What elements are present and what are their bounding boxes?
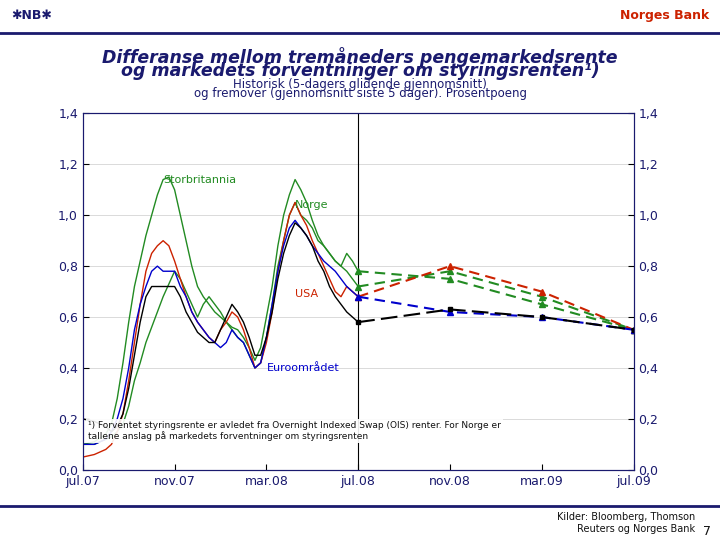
Text: ✱NB✱: ✱NB✱ (11, 9, 52, 22)
Text: Differanse mellom tremåneders pengemarkedsrente: Differanse mellom tremåneders pengemarke… (102, 46, 618, 67)
Text: Euroområdet: Euroområdet (266, 363, 339, 373)
Text: Norge: Norge (295, 200, 328, 210)
Text: USA: USA (295, 289, 318, 299)
Text: Norges Bank: Norges Bank (620, 9, 709, 22)
Text: Kilder: Bloomberg, Thomson
Reuters og Norges Bank: Kilder: Bloomberg, Thomson Reuters og No… (557, 512, 695, 534)
Text: 7: 7 (703, 525, 711, 538)
Text: og fremover (gjennomsnitt siste 5 dager). Prosentpoeng: og fremover (gjennomsnitt siste 5 dager)… (194, 87, 526, 100)
Text: Storbritannia: Storbritannia (163, 174, 236, 185)
Text: og markedets forventninger om styringsrenten¹): og markedets forventninger om styringsre… (121, 62, 599, 80)
Text: Historisk (5-dagers glidende gjennomsnitt): Historisk (5-dagers glidende gjennomsnit… (233, 78, 487, 91)
Text: ¹) Forventet styringsrente er avledet fra Overnight Indexed Swap (OIS) renter. F: ¹) Forventet styringsrente er avledet fr… (89, 421, 501, 441)
